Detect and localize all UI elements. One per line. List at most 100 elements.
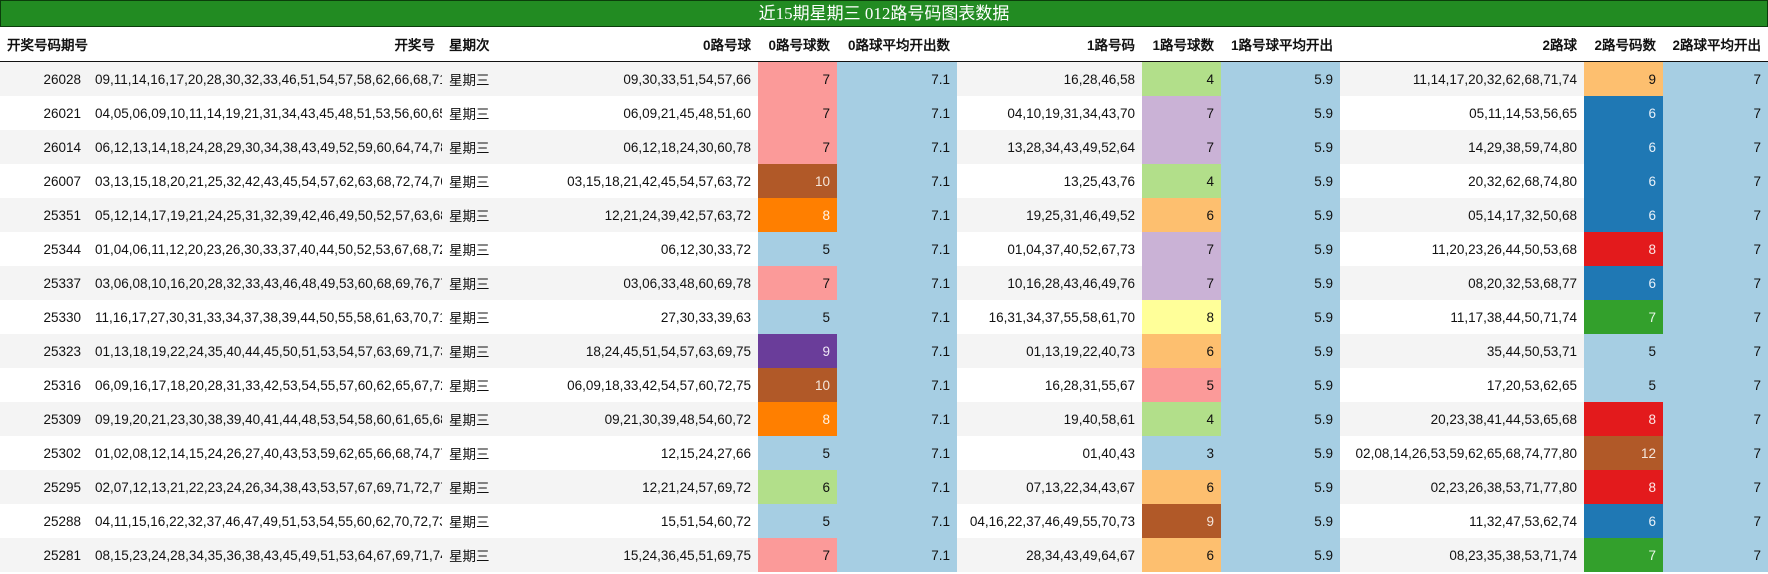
col-header-r0-balls[interactable]: 0路号球: [493, 27, 758, 62]
cell-r2-balls: 11,14,17,20,32,62,68,71,74: [1340, 61, 1584, 96]
cell-r0-balls: 06,12,18,24,30,60,78: [493, 130, 758, 164]
cell-r2-count: 6: [1584, 164, 1663, 198]
cell-r0-avg: 7.1: [837, 300, 957, 334]
table-row: 25351 05,12,14,17,19,21,24,25,31,32,39,4…: [0, 198, 1768, 232]
cell-r1-balls: 07,13,22,34,43,67: [957, 470, 1142, 504]
cell-numbers: 05,12,14,17,19,21,24,25,31,32,39,42,46,4…: [88, 198, 442, 232]
cell-r2-avg: 7: [1663, 198, 1768, 232]
cell-r1-balls: 01,04,37,40,52,67,73: [957, 232, 1142, 266]
cell-r1-avg: 5.9: [1221, 96, 1340, 130]
col-header-r1-avg[interactable]: 1路号球平均开出: [1221, 27, 1340, 62]
cell-r1-avg: 5.9: [1221, 436, 1340, 470]
cell-r1-balls: 04,16,22,37,46,49,55,70,73: [957, 504, 1142, 538]
table-row: 26028 09,11,14,16,17,20,28,30,32,33,46,5…: [0, 61, 1768, 96]
cell-r2-count: 7: [1584, 300, 1663, 334]
cell-r2-avg: 7: [1663, 130, 1768, 164]
table-row: 26014 06,12,13,14,18,24,28,29,30,34,38,4…: [0, 130, 1768, 164]
cell-r2-count: 12: [1584, 436, 1663, 470]
cell-r1-count: 7: [1142, 266, 1221, 300]
cell-r2-balls: 02,23,26,38,53,71,77,80: [1340, 470, 1584, 504]
cell-r0-balls: 09,21,30,39,48,54,60,72: [493, 402, 758, 436]
cell-numbers: 04,05,06,09,10,11,14,19,21,31,34,43,45,4…: [88, 96, 442, 130]
cell-r0-count: 5: [758, 300, 837, 334]
cell-r2-balls: 11,17,38,44,50,71,74: [1340, 300, 1584, 334]
cell-r1-avg: 5.9: [1221, 402, 1340, 436]
cell-r0-balls: 09,30,33,51,54,57,66: [493, 61, 758, 96]
cell-r0-count: 10: [758, 368, 837, 402]
table-row: 25288 04,11,15,16,22,32,37,46,47,49,51,5…: [0, 504, 1768, 538]
col-header-r2-avg[interactable]: 2路球平均开出: [1663, 27, 1768, 62]
cell-r1-count: 6: [1142, 198, 1221, 232]
col-header-r0-count[interactable]: 0路号球数: [758, 27, 837, 62]
table-row: 25344 01,04,06,11,12,20,23,26,30,33,37,4…: [0, 232, 1768, 266]
cell-r1-avg: 5.9: [1221, 538, 1340, 572]
cell-r0-avg: 7.1: [837, 232, 957, 266]
col-header-r0-avg[interactable]: 0路球平均开出数: [837, 27, 957, 62]
col-header-r1-count[interactable]: 1路号球数: [1142, 27, 1221, 62]
cell-issue: 26021: [0, 96, 88, 130]
cell-r2-avg: 7: [1663, 436, 1768, 470]
cell-r2-balls: 11,32,47,53,62,74: [1340, 504, 1584, 538]
cell-r2-count: 9: [1584, 61, 1663, 96]
cell-r2-count: 6: [1584, 198, 1663, 232]
cell-r0-avg: 7.1: [837, 198, 957, 232]
col-header-r2-balls[interactable]: 2路球: [1340, 27, 1584, 62]
cell-weekday: 星期三: [442, 266, 493, 300]
cell-r2-count: 8: [1584, 232, 1663, 266]
cell-r0-balls: 27,30,33,39,63: [493, 300, 758, 334]
col-header-r2-count[interactable]: 2路号码数: [1584, 27, 1663, 62]
cell-r2-count: 5: [1584, 334, 1663, 368]
cell-numbers: 04,11,15,16,22,32,37,46,47,49,51,53,54,5…: [88, 504, 442, 538]
cell-r1-count: 7: [1142, 232, 1221, 266]
cell-r2-avg: 7: [1663, 61, 1768, 96]
cell-issue: 25288: [0, 504, 88, 538]
cell-r2-count: 8: [1584, 402, 1663, 436]
cell-r1-count: 4: [1142, 61, 1221, 96]
cell-weekday: 星期三: [442, 232, 493, 266]
table-title: 近15期星期三 012路号码图表数据: [0, 0, 1768, 27]
cell-r1-count: 8: [1142, 300, 1221, 334]
cell-r0-count: 7: [758, 61, 837, 96]
cell-r0-avg: 7.1: [837, 96, 957, 130]
col-header-r1-balls[interactable]: 1路号码: [957, 27, 1142, 62]
cell-r1-balls: 04,10,19,31,34,43,70: [957, 96, 1142, 130]
cell-numbers: 01,04,06,11,12,20,23,26,30,33,37,40,44,5…: [88, 232, 442, 266]
cell-weekday: 星期三: [442, 368, 493, 402]
table-row: 25337 03,06,08,10,16,20,28,32,33,43,46,4…: [0, 266, 1768, 300]
cell-weekday: 星期三: [442, 470, 493, 504]
cell-r1-balls: 16,28,31,55,67: [957, 368, 1142, 402]
cell-r0-balls: 06,09,21,45,48,51,60: [493, 96, 758, 130]
table-row: 25309 09,19,20,21,23,30,38,39,40,41,44,4…: [0, 402, 1768, 436]
table-row: 25316 06,09,16,17,18,20,28,31,33,42,53,5…: [0, 368, 1768, 402]
cell-weekday: 星期三: [442, 130, 493, 164]
cell-r1-balls: 10,16,28,43,46,49,76: [957, 266, 1142, 300]
cell-r1-avg: 5.9: [1221, 368, 1340, 402]
table-row: 25330 11,16,17,27,30,31,33,34,37,38,39,4…: [0, 300, 1768, 334]
cell-r0-avg: 7.1: [837, 538, 957, 572]
col-header-weekday[interactable]: 星期次: [442, 27, 493, 62]
cell-r2-balls: 08,23,35,38,53,71,74: [1340, 538, 1584, 572]
cell-r0-avg: 7.1: [837, 368, 957, 402]
col-header-numbers[interactable]: 开奖号: [88, 27, 442, 62]
cell-r2-count: 6: [1584, 96, 1663, 130]
cell-weekday: 星期三: [442, 198, 493, 232]
col-header-issue[interactable]: 开奖号码期号: [0, 27, 88, 62]
cell-r1-avg: 5.9: [1221, 266, 1340, 300]
cell-r1-balls: 01,40,43: [957, 436, 1142, 470]
cell-weekday: 星期三: [442, 300, 493, 334]
cell-r1-count: 6: [1142, 538, 1221, 572]
cell-r0-avg: 7.1: [837, 334, 957, 368]
cell-r2-balls: 14,29,38,59,74,80: [1340, 130, 1584, 164]
cell-r1-balls: 13,28,34,43,49,52,64: [957, 130, 1142, 164]
table-row: 25281 08,15,23,24,28,34,35,36,38,43,45,4…: [0, 538, 1768, 572]
cell-issue: 25302: [0, 436, 88, 470]
cell-r1-balls: 28,34,43,49,64,67: [957, 538, 1142, 572]
cell-r0-count: 7: [758, 266, 837, 300]
cell-numbers: 06,12,13,14,18,24,28,29,30,34,38,43,49,5…: [88, 130, 442, 164]
cell-r1-avg: 5.9: [1221, 130, 1340, 164]
table-row: 26021 04,05,06,09,10,11,14,19,21,31,34,4…: [0, 96, 1768, 130]
cell-r2-avg: 7: [1663, 402, 1768, 436]
cell-r1-count: 6: [1142, 334, 1221, 368]
cell-r1-count: 5: [1142, 368, 1221, 402]
cell-weekday: 星期三: [442, 334, 493, 368]
